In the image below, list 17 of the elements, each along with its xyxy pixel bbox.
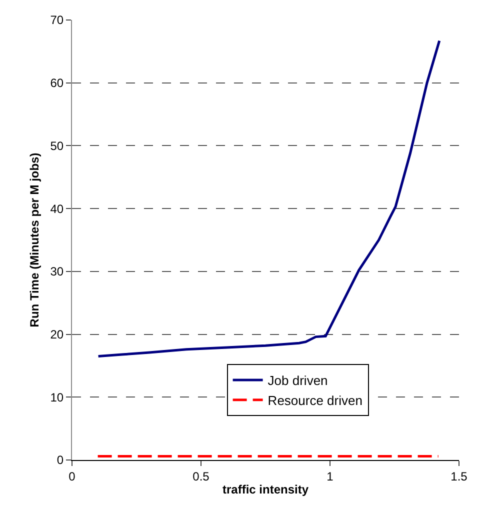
x-axis-title: traffic intensity	[222, 482, 309, 496]
y-tick-label: 20	[50, 327, 64, 342]
line-series	[97, 39, 441, 358]
y-tick-label: 0	[56, 453, 64, 468]
y-tick-label: 70	[50, 13, 64, 28]
legend-label: Job driven	[268, 373, 328, 388]
y-tick-label: 60	[50, 76, 64, 90]
y-tick-label: 10	[50, 390, 64, 404]
x-tick-label: 0	[68, 469, 76, 484]
x-tick-label: 1.5	[450, 469, 468, 484]
legend-label: Resource driven	[268, 392, 362, 408]
y-axis-title: Run Time (Minutes per M jobs)	[28, 152, 42, 328]
y-tick-label: 30	[50, 264, 64, 279]
x-tick-label: 0.5	[192, 469, 210, 484]
y-tick-label: 40	[50, 202, 64, 216]
x-tick-label: 1	[326, 469, 334, 484]
y-tick-label: 50	[50, 138, 64, 153]
